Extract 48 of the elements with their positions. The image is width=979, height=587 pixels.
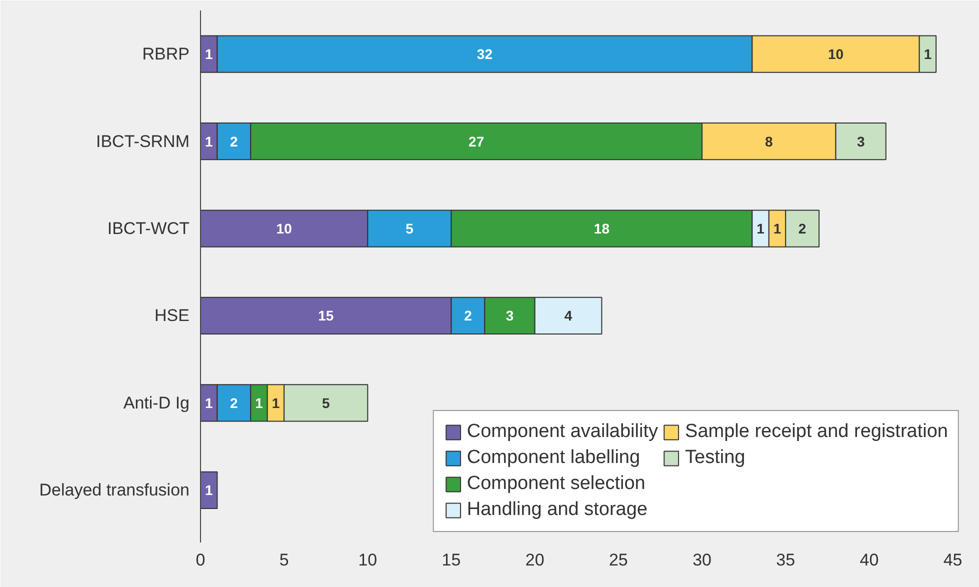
data-label: 1 — [204, 482, 213, 498]
data-label: 2 — [230, 394, 238, 411]
data-label: 2 — [464, 308, 472, 324]
x-tick-label: 40 — [860, 550, 879, 570]
x-tick-label: 30 — [692, 550, 712, 570]
data-label: 4 — [564, 308, 572, 324]
legend-label: Component labelling — [466, 447, 640, 469]
y-tick-label: IBCT-SRNM — [96, 132, 190, 151]
data-label: 18 — [594, 220, 610, 237]
y-tick-label: Delayed transfusion — [39, 480, 190, 500]
x-tick-label: 45 — [943, 550, 962, 570]
data-label: 10 — [276, 220, 292, 237]
data-label: 1 — [272, 394, 280, 411]
data-label: 32 — [476, 46, 493, 62]
data-label: 1 — [204, 133, 213, 150]
legend-label: Sample receipt and registration — [685, 421, 948, 443]
data-label: 10 — [828, 46, 844, 62]
data-label: 1 — [255, 394, 264, 411]
y-tick-label: HSE — [154, 306, 190, 326]
data-label: 5 — [322, 394, 330, 411]
legend-label: Component selection — [466, 473, 646, 495]
data-label: 27 — [468, 133, 484, 150]
data-label: 1 — [756, 220, 765, 237]
x-tick-label: 0 — [196, 550, 206, 570]
y-tick-label: Anti-D Ig — [123, 393, 190, 412]
data-label: 2 — [230, 133, 238, 150]
data-label: 1 — [204, 394, 213, 411]
x-tick-label: 10 — [358, 550, 378, 570]
data-label: 2 — [798, 220, 806, 237]
x-tick-label: 15 — [442, 550, 461, 570]
data-label: 3 — [856, 133, 865, 150]
data-label: 3 — [506, 308, 514, 324]
x-tick-label: 5 — [279, 550, 289, 570]
data-label: 1 — [924, 46, 932, 62]
legend-label: Handling and storage — [466, 499, 648, 521]
data-label: 1 — [204, 46, 213, 62]
data-label: 5 — [406, 220, 414, 237]
x-tick-label: 20 — [525, 550, 544, 570]
x-tick-label: 25 — [608, 550, 628, 570]
y-tick-label: IBCT-WCT — [107, 219, 190, 238]
data-label: 15 — [318, 308, 334, 324]
bar — [200, 471, 218, 509]
data-label: 1 — [773, 220, 782, 237]
y-tick-label: RBRP — [142, 44, 190, 64]
legend-label: Testing — [685, 447, 746, 469]
legend-label: Component availability — [466, 421, 658, 443]
data-label: 8 — [765, 133, 773, 150]
x-tick-label: 35 — [776, 550, 796, 570]
